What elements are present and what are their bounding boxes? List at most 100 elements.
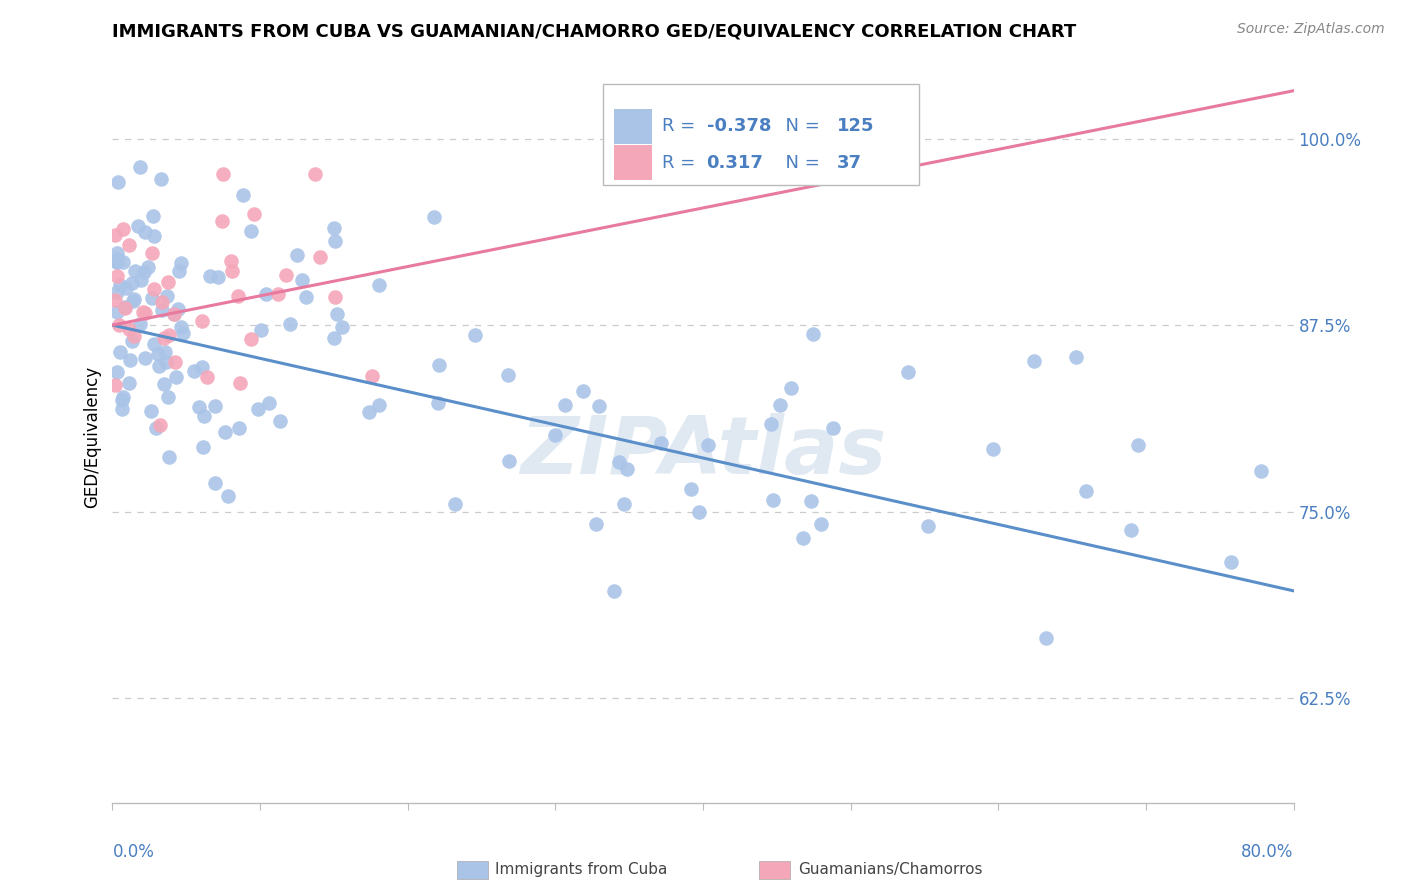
Point [325,234,347,248]
Point [118,376,141,390]
Y-axis label: GED/Equivalency: GED/Equivalency [83,366,101,508]
Point [423,210,446,224]
Point [153,345,176,359]
Point [250,322,273,336]
Point [897,365,920,379]
Point [110,401,132,416]
Point [124,292,146,306]
Text: 0.317: 0.317 [707,153,763,171]
FancyBboxPatch shape [614,109,652,144]
Point [285,248,308,262]
Point [1126,438,1149,452]
Point [121,334,143,348]
Point [118,352,141,367]
Point [170,255,193,269]
Point [105,305,128,319]
Point [118,322,141,336]
Point [197,370,219,384]
Point [165,370,187,384]
Point [792,531,814,545]
Text: R =: R = [662,117,700,136]
Point [153,331,176,345]
Point [226,289,249,303]
Point [122,293,145,308]
Point [239,332,262,346]
Point [183,364,205,378]
Point [114,301,136,316]
Point [295,290,318,304]
Point [228,420,250,434]
Point [1076,484,1098,499]
Point [108,277,131,292]
Point [1250,465,1272,479]
Point [142,228,165,243]
Point [361,368,384,383]
Point [190,314,212,328]
Point [612,497,634,511]
Point [134,306,156,320]
Point [232,187,254,202]
Point [207,270,229,285]
Point [304,167,326,181]
Text: 37: 37 [837,153,862,171]
Point [129,272,152,286]
Point [142,337,165,351]
Point [128,317,150,331]
Point [759,417,782,431]
Point [211,214,233,228]
Point [191,359,214,374]
Point [111,390,134,404]
Point [148,347,170,361]
Text: N =: N = [773,153,831,171]
Point [444,497,467,511]
Point [187,400,209,414]
Point [165,354,187,368]
Text: N =: N = [773,117,825,136]
Point [150,294,173,309]
Point [217,489,239,503]
Point [801,326,824,341]
Point [769,398,792,412]
Point [544,427,567,442]
Point [156,289,179,303]
FancyBboxPatch shape [614,145,652,180]
Point [157,275,180,289]
Point [697,438,720,452]
Point [150,302,173,317]
Point [112,222,135,236]
Point [105,254,128,268]
Point [198,268,221,283]
Point [761,493,783,508]
Point [221,264,243,278]
Point [169,264,191,278]
Point [141,245,163,260]
Point [111,255,134,269]
Point [291,273,314,287]
Point [153,376,176,391]
Point [326,307,349,321]
Text: ZIPAtlas: ZIPAtlas [520,413,886,491]
Text: Guamanians/Chamorros: Guamanians/Chamorros [799,863,983,877]
Point [204,399,226,413]
Point [107,175,129,189]
Point [131,305,153,319]
Point [163,307,186,321]
Point [585,516,607,531]
Point [1119,523,1142,537]
Point [240,224,263,238]
Point [107,269,129,284]
Point [810,516,832,531]
Point [170,320,193,334]
Point [104,293,127,308]
Text: Source: ZipAtlas.com: Source: ZipAtlas.com [1237,22,1385,37]
Point [105,254,128,268]
Point [132,265,155,279]
Point [129,160,152,174]
Point [104,228,127,243]
Point [650,436,672,450]
Point [426,396,449,410]
Point [800,493,823,508]
Point [114,300,136,314]
Point [115,281,138,295]
Point [278,317,301,331]
